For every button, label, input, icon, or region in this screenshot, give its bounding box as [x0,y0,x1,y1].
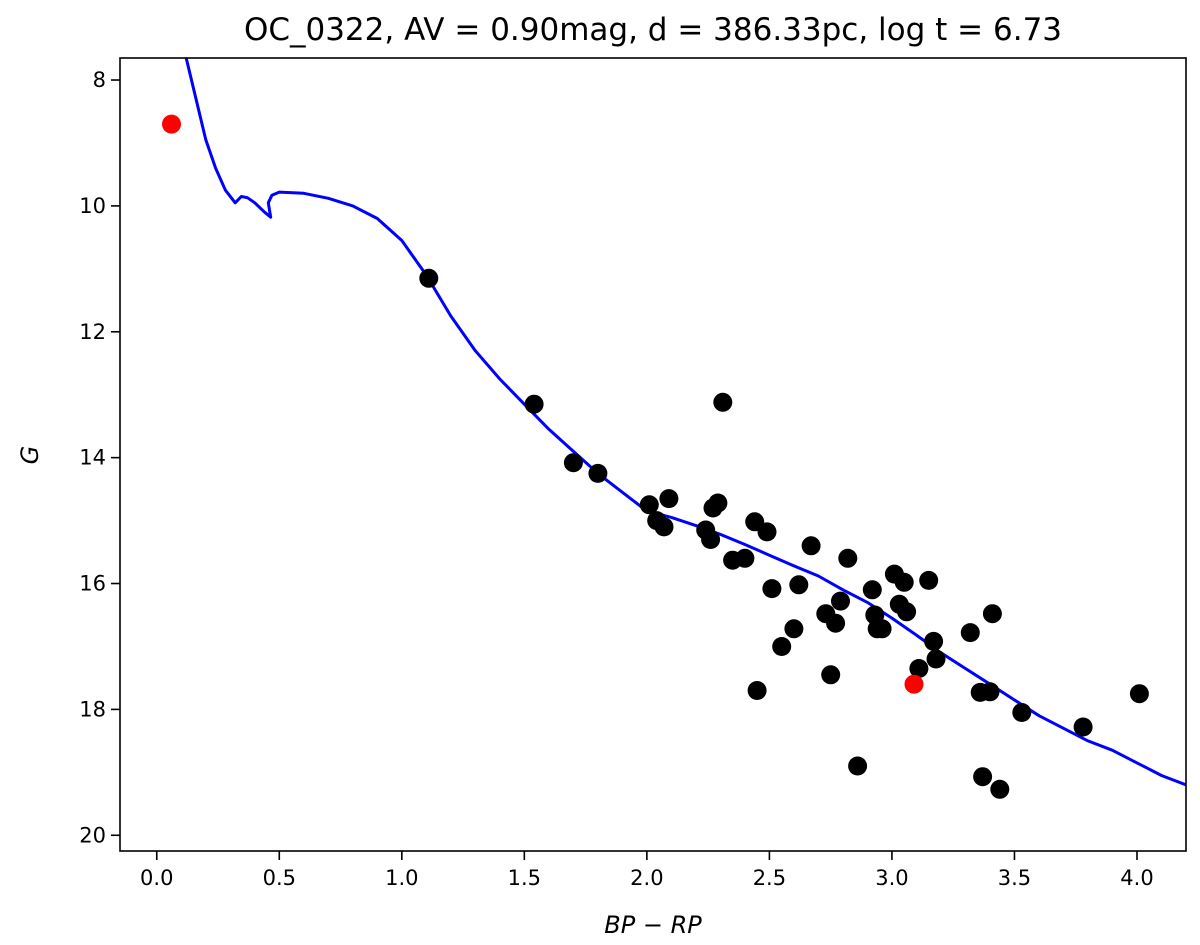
member-star-point [872,619,892,639]
member-star-point [659,489,679,509]
member-star-point [772,637,792,656]
member-star-point [862,580,882,600]
member-star-point [919,570,939,590]
y-tick-label: 20 [79,823,106,847]
member-star-point [654,517,674,537]
member-star-point [838,548,858,568]
highlighted-star-point [904,674,924,694]
member-star-point [789,575,809,595]
member-star-point [990,779,1010,799]
chart-title: OC_0322, AV = 0.90mag, d = 386.33pc, log… [244,12,1062,48]
y-axis-label: G [16,446,44,465]
member-star-point [982,604,1002,624]
y-tick-label: 14 [79,446,106,470]
x-tick-label: 0.5 [263,866,296,890]
member-star-point [419,268,439,288]
member-star-point [980,682,1000,702]
x-tick-label: 0.0 [140,866,173,890]
y-axis: 8 10 12 14 16 18 20 [79,68,120,847]
x-tick-label: 3.0 [875,866,908,890]
member-star-point [894,572,914,592]
member-star-point [826,613,846,633]
member-star-point [973,767,993,787]
member-star-point [909,659,929,678]
y-tick-label: 16 [79,572,106,596]
highlighted-star-point [162,114,181,134]
member-star-point [757,522,777,542]
member-star-point [588,463,608,483]
x-tick-label: 3.5 [998,866,1031,890]
x-tick-label: 4.0 [1120,866,1153,890]
member-star-point [524,394,544,414]
member-star-point [926,649,946,669]
member-star-point [639,495,659,515]
y-tick-label: 10 [79,194,106,218]
member-star-point [960,623,980,643]
member-star-point [784,619,804,639]
member-star-point [924,631,944,651]
member-star-point [801,536,821,556]
x-axis-label: BP − RP [604,911,702,939]
x-tick-label: 2.0 [630,866,663,890]
member-star-point [897,602,917,622]
plot-frame [119,57,1187,852]
x-tick-label: 1.5 [508,866,541,890]
member-star-point [821,665,841,685]
member-star-point [563,453,583,473]
x-tick-label: 1.0 [385,866,418,890]
member-star-point [701,530,721,549]
y-tick-label: 8 [93,68,106,92]
y-tick-label: 12 [79,320,106,344]
plot-area [162,58,1186,799]
member-star-point [831,591,850,611]
y-tick-label: 18 [79,697,106,721]
member-star-point [708,493,728,513]
member-star-point [747,681,767,700]
member-star-point [735,548,755,568]
member-star-point [1012,703,1032,722]
member-star-point [1073,717,1093,737]
isochrone-line [184,58,1186,787]
member-star-point [713,392,733,412]
x-tick-label: 2.5 [753,866,786,890]
member-star-point [1129,684,1149,704]
member-star-point [762,579,782,599]
x-axis: 0.0 0.5 1.0 1.5 2.0 2.5 3.0 3.5 4.0 [140,851,1154,890]
member-star-point [848,756,868,776]
